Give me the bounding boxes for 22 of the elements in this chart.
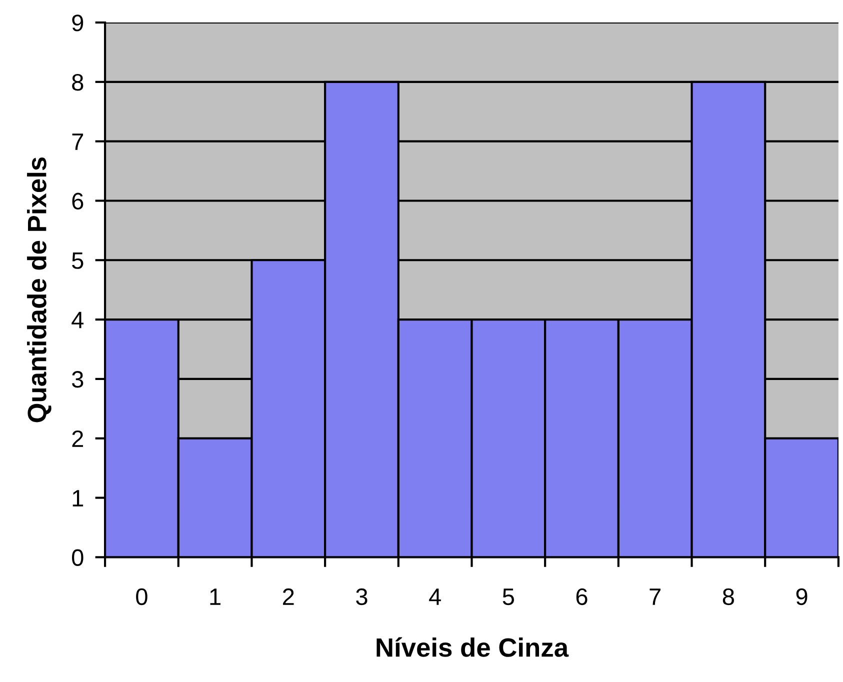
y-tick-label: 6 xyxy=(72,192,84,210)
y-tick-label: 9 xyxy=(72,14,84,32)
y-tick-label: 3 xyxy=(72,371,84,388)
y-tick-label: 2 xyxy=(72,430,84,447)
x-tick-label: 1 xyxy=(210,588,220,605)
x-tick-label: 4 xyxy=(429,588,441,605)
y-tick-label: 8 xyxy=(72,74,84,91)
y-axis-title: Quantidade de Pixels xyxy=(27,157,52,422)
x-axis-title: Níveis de Cinza xyxy=(376,637,569,657)
y-tick-label: 7 xyxy=(72,134,84,150)
x-tick-label: 3 xyxy=(356,588,368,606)
x-tick-label: 6 xyxy=(576,588,588,606)
y-tick-label: 0 xyxy=(72,549,84,566)
x-tick-label: 8 xyxy=(722,588,734,606)
x-tick-label: 7 xyxy=(650,588,660,605)
x-tick-label: 2 xyxy=(283,588,294,605)
y-tick-label: 1 xyxy=(72,490,84,506)
y-tick-label: 5 xyxy=(72,252,84,269)
x-tick-label: 9 xyxy=(796,588,808,606)
x-tick-label: 0 xyxy=(136,588,148,606)
x-tick-label: 5 xyxy=(502,588,514,606)
y-tick-label: 4 xyxy=(72,312,84,328)
